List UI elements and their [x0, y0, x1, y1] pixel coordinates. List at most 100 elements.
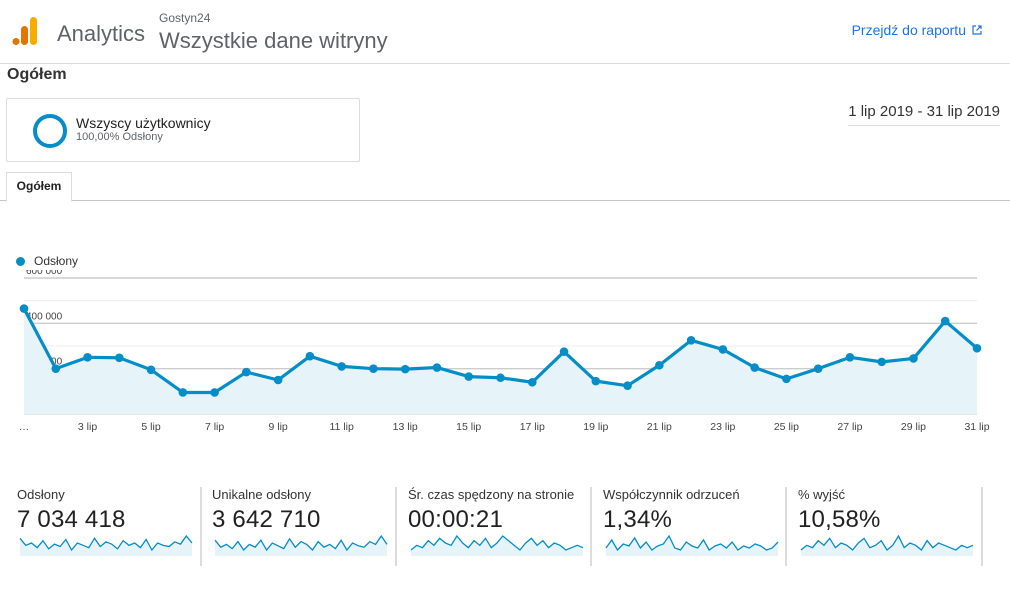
segment-card[interactable]: Wszyscy użytkownicy 100,00% Odsłony [6, 98, 360, 162]
sparkline-area [801, 536, 973, 556]
sparkline [410, 534, 584, 556]
data-point [337, 362, 346, 371]
data-point [940, 316, 950, 326]
metric-divider [785, 487, 787, 566]
data-point [210, 388, 219, 397]
metric-name: Współczynnik odrzuceń [603, 487, 740, 502]
metric-divider [981, 487, 983, 566]
goto-report-link[interactable]: Przejdź do raportu [852, 22, 982, 38]
data-point [146, 365, 156, 375]
data-point [178, 388, 188, 397]
series-area [24, 308, 977, 414]
chart-legend[interactable]: Odsłony [16, 254, 78, 268]
metric-value: 1,34% [603, 506, 673, 533]
data-point [877, 357, 886, 367]
data-point [813, 364, 823, 373]
data-point [527, 377, 537, 387]
metric-bounce-rate[interactable]: Współczynnik odrzuceń 1,34% [603, 484, 781, 566]
report-title: Wszystkie dane witryny [159, 28, 388, 53]
sparkline-line [800, 534, 974, 551]
x-tick-label: 19 lip [583, 421, 608, 433]
sparkline [800, 534, 974, 556]
x-tick-label: 23 lip [710, 421, 735, 433]
data-point [273, 375, 283, 385]
external-link-icon [972, 22, 982, 38]
sparkline-area [20, 536, 192, 556]
legend-dot-icon [16, 256, 25, 266]
data-point [496, 373, 505, 383]
data-point [909, 354, 918, 363]
data-point [51, 364, 61, 373]
x-tick-label: 13 lip [393, 421, 418, 433]
data-point [242, 367, 251, 377]
data-point [83, 353, 92, 362]
data-point [972, 343, 982, 353]
analytics-logo-icon [12, 16, 38, 46]
data-point [369, 364, 378, 373]
account-name: Gostyn24 [159, 11, 211, 25]
x-tick-label: 15 lip [456, 421, 481, 433]
metric-value: 00:00:21 [408, 506, 504, 533]
sparkline-line [410, 534, 584, 551]
data-point [400, 364, 410, 374]
data-point [19, 304, 29, 313]
x-tick-label: 11 lip [330, 421, 354, 433]
data-point [305, 351, 315, 361]
metric-divider [395, 487, 397, 566]
metric-value: 3 642 710 [212, 506, 321, 533]
section-title: Ogółem [7, 66, 67, 83]
metric-divider [590, 487, 592, 566]
sparkline [605, 534, 779, 556]
y-tick-label: 600 000 [26, 270, 63, 277]
segment-name: Wszyscy użytkownicy [76, 115, 211, 131]
segment-ring-icon [33, 114, 67, 148]
x-tick-label: 29 lip [901, 421, 926, 433]
metric-divider [200, 487, 202, 566]
metric-exit-rate[interactable]: % wyjść 10,58% [798, 484, 976, 566]
metric-unique-pageviews[interactable]: Unikalne odsłony 3 642 710 [212, 484, 390, 566]
brand-name: Analytics [57, 21, 146, 46]
metric-avg-time[interactable]: Śr. czas spędzony na stronie 00:00:21 [408, 484, 586, 566]
metric-pageviews[interactable]: Odsłony 7 034 418 [17, 484, 195, 566]
data-point [782, 374, 791, 384]
data-point [623, 381, 632, 390]
x-tick-label: 17 lip [520, 421, 545, 433]
metric-name: Unikalne odsłony [212, 487, 312, 502]
x-tick-label: 9 lip [269, 421, 288, 433]
sparkline-line [214, 534, 388, 552]
data-point [432, 363, 442, 372]
sparkline [19, 534, 193, 556]
metric-name: Odsłony [17, 487, 65, 502]
goto-report-label: Przejdź do raportu [851, 22, 966, 38]
data-point [718, 345, 728, 354]
x-tick-label: 21 lip [647, 421, 672, 433]
x-tick-label: … [19, 421, 30, 433]
sparkline-area [215, 536, 387, 556]
x-tick-label: 5 lip [141, 421, 160, 433]
segment-subtitle: 100,00% Odsłony [76, 131, 163, 143]
date-range-picker[interactable]: 1 lip 2019 - 31 lip 2019 [848, 103, 1000, 126]
data-point [559, 347, 569, 356]
data-point [686, 336, 696, 345]
metric-name: % wyjść [798, 487, 845, 502]
x-tick-label: 31 lip [964, 421, 989, 433]
sparkline-area [411, 536, 583, 556]
header-divider [0, 63, 1010, 64]
tab-overview[interactable]: Ogółem [6, 172, 72, 202]
x-tick-label: 27 lip [837, 421, 862, 433]
x-tick-label: 3 lip [78, 421, 97, 433]
metric-value: 10,58% [798, 506, 881, 533]
data-point [464, 372, 474, 381]
data-point [591, 376, 601, 386]
data-point [115, 353, 124, 363]
sparkline [214, 534, 388, 556]
data-point [655, 360, 664, 370]
y-tick-label: 400 000 [26, 311, 63, 322]
x-tick-label: 7 lip [205, 421, 224, 433]
x-tick-label: 25 lip [774, 421, 799, 433]
legend-label: Odsłony [34, 254, 79, 268]
metric-name: Śr. czas spędzony na stronie [408, 487, 575, 502]
sparkline-line [605, 534, 779, 552]
tab-divider [0, 200, 1010, 201]
